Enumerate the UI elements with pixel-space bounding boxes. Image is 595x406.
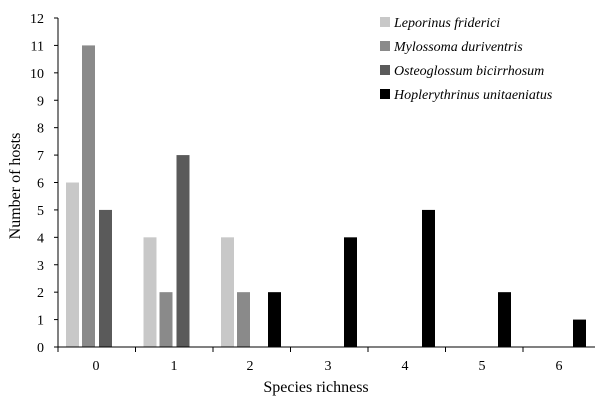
x-tick-label: 5 (479, 359, 486, 374)
bar-osteoglossum-bicirrhosum-1 (176, 155, 190, 347)
legend: Leporinus friderici Mylossoma duriventris… (380, 16, 553, 103)
x-tick-label: 3 (325, 359, 332, 374)
x-tick-label: 6 (556, 359, 563, 374)
y-axis-title: Number of hosts (7, 133, 24, 240)
bar-osteoglossum-bicirrhosum-0 (99, 209, 112, 347)
x-tick-label: 0 (93, 359, 100, 374)
legend-label: Hoplerythrinus unitaeniatus (393, 88, 553, 103)
bar-mylossoma-duriventris-2 (237, 292, 250, 347)
y-tick-label: 11 (31, 39, 44, 54)
x-tick-label: 2 (247, 359, 254, 374)
bar-hoplerythrinus-unitaeniatus-3 (344, 237, 357, 347)
legend-label: Leporinus friderici (393, 16, 500, 31)
bar-leporinus-friderici-1 (143, 237, 157, 347)
bar-hoplerythrinus-unitaeniatus-5 (498, 292, 511, 347)
x-axis-title: Species richness (263, 379, 368, 396)
y-tick-label: 3 (37, 259, 44, 274)
y-tick-label: 6 (37, 177, 44, 192)
y-tick-label: 0 (37, 341, 44, 356)
legend-swatch (380, 41, 390, 51)
y-tick-label: 2 (37, 286, 44, 301)
legend-swatch (380, 89, 390, 99)
x-tick-label: 4 (402, 359, 409, 374)
bar-leporinus-friderici-0 (66, 182, 79, 347)
y-tick-label: 12 (30, 12, 44, 27)
y-tick-label: 7 (37, 149, 44, 164)
y-tick-label: 1 (37, 314, 44, 329)
bar-hoplerythrinus-unitaeniatus-6 (573, 319, 586, 347)
legend-label: Osteoglossum bicirrhosum (394, 64, 544, 79)
x-tick-label: 1 (171, 359, 178, 374)
x-ticks: 0 1 2 3 4 5 6 (57, 347, 563, 374)
y-tick-label: 8 (37, 122, 44, 137)
legend-swatch (380, 17, 390, 27)
y-tick-label: 4 (37, 231, 44, 246)
y-tick-label: 9 (37, 94, 44, 109)
bar-mylossoma-duriventris-0 (82, 45, 95, 348)
y-tick-label: 5 (37, 204, 44, 219)
legend-label: Mylossoma duriventris (393, 40, 523, 55)
y-tick-label: 10 (30, 67, 44, 82)
bar-mylossoma-duriventris-1 (159, 292, 173, 347)
bar-hoplerythrinus-unitaeniatus-4 (422, 209, 435, 347)
legend-swatch (380, 65, 390, 75)
bar-hoplerythrinus-unitaeniatus-2 (268, 292, 281, 347)
bar-leporinus-friderici-2 (221, 237, 234, 347)
bars-layer (66, 45, 586, 348)
